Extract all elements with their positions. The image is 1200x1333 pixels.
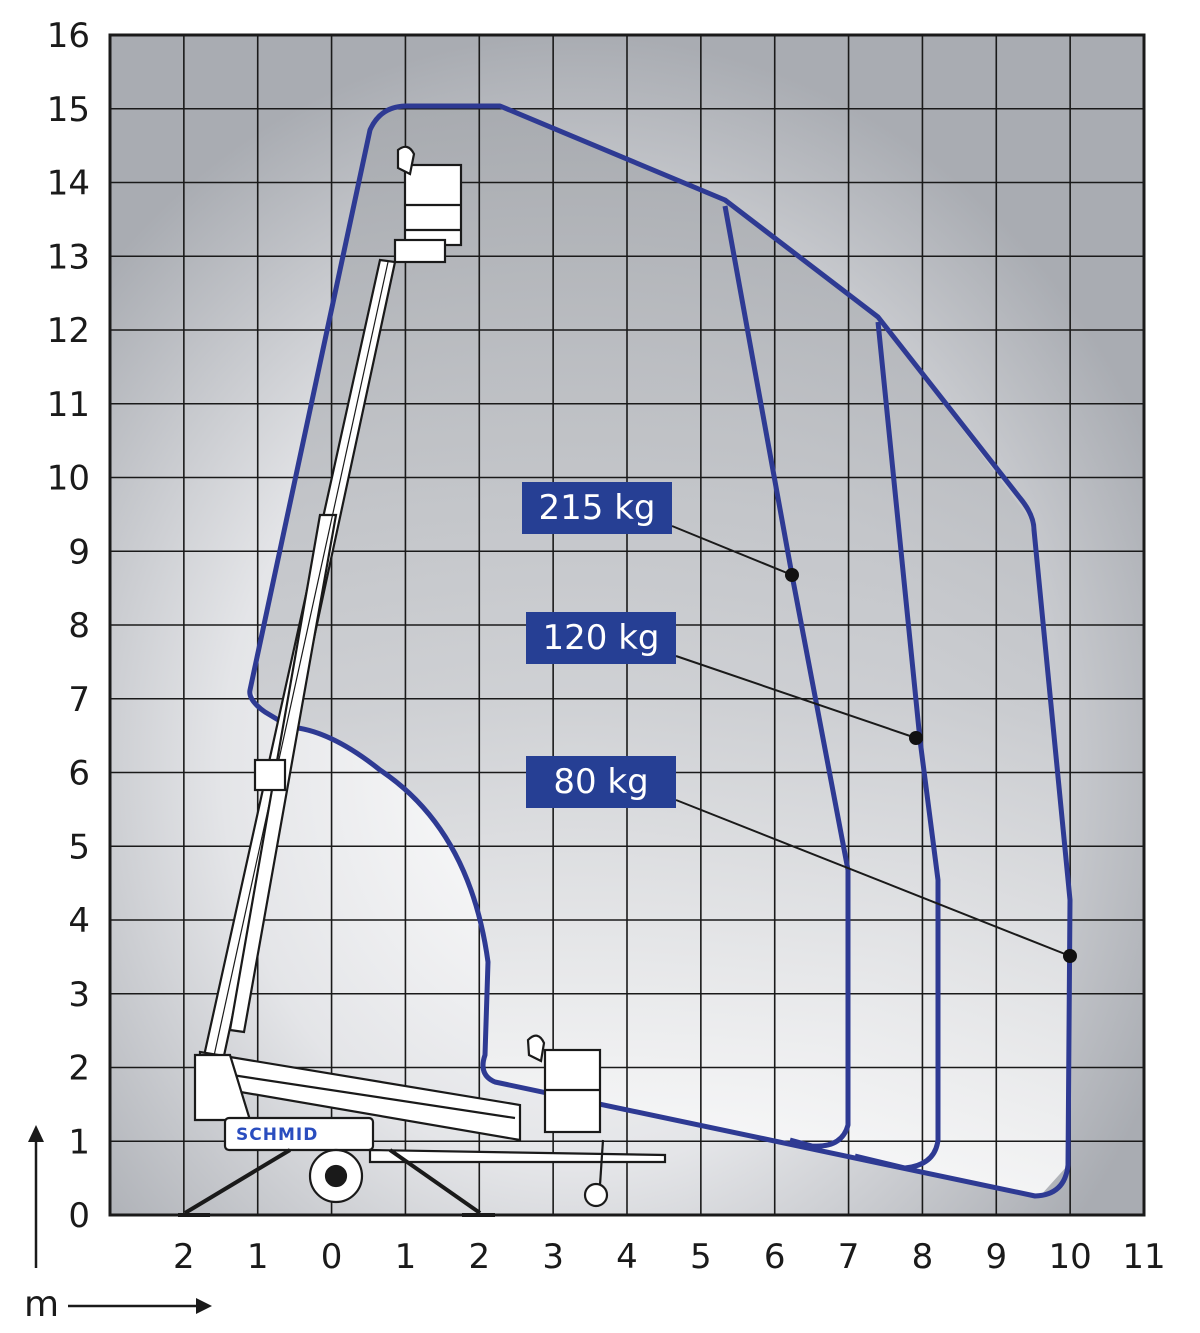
envelope-outlines xyxy=(247,103,1073,1199)
y-tick-label: 13 xyxy=(47,237,90,277)
x-tick-label: 2 xyxy=(173,1237,195,1277)
y-tick-label: 2 xyxy=(68,1049,90,1089)
y-tick-label: 15 xyxy=(47,90,90,130)
load-point xyxy=(1063,949,1077,963)
brand-label: SCHMID xyxy=(236,1125,318,1145)
envelope-120kg xyxy=(854,321,941,1171)
lower-operator xyxy=(526,1034,546,1063)
jockey-wheel xyxy=(583,1182,609,1208)
x-tick-label: 7 xyxy=(838,1237,860,1277)
y-tick-label: 11 xyxy=(47,385,90,425)
load-leaders xyxy=(671,525,1077,963)
load-label-box xyxy=(526,612,676,664)
x-axis-ticks: 2 1 0 1 2 3 4 5 6 7 8 9 10 11 xyxy=(173,1237,1166,1277)
x-tick-label: 1 xyxy=(395,1237,417,1277)
y-tick-label: 10 xyxy=(47,459,90,499)
y-tick-label: 9 xyxy=(68,532,90,572)
x-tick-label: 8 xyxy=(912,1237,934,1277)
load-leader-line xyxy=(675,799,1071,957)
x-tick-label: 6 xyxy=(764,1237,786,1277)
outrigger-right xyxy=(388,1148,482,1215)
x-tick-label: 2 xyxy=(468,1237,490,1277)
x-tick-label: 5 xyxy=(690,1237,712,1277)
load-leader-line xyxy=(675,655,917,739)
x-tick-label: 4 xyxy=(616,1237,638,1277)
load-label-text: 120 kg xyxy=(543,618,660,658)
chassis xyxy=(223,1116,375,1152)
y-tick-label: 6 xyxy=(68,754,90,794)
load-labels: 215 kg 120 kg 80 kg xyxy=(522,482,676,808)
y-tick-label: 5 xyxy=(68,827,90,867)
drawbar xyxy=(368,1148,667,1164)
x-tick-label: 3 xyxy=(542,1237,564,1277)
load-label-text: 80 kg xyxy=(553,762,648,802)
load-point xyxy=(785,568,799,582)
y-tick-label: 3 xyxy=(68,975,90,1015)
x-tick-label: 10 xyxy=(1049,1237,1092,1277)
load-label-box xyxy=(526,756,676,808)
y-tick-label: 1 xyxy=(68,1122,90,1162)
x-tick-label: 1 xyxy=(247,1237,269,1277)
upper-operator xyxy=(396,145,416,176)
load-leader-line xyxy=(671,525,793,576)
load-point xyxy=(909,731,923,745)
aerial-platform-illustration: SCHMID xyxy=(178,145,667,1217)
plot-frame xyxy=(108,33,1146,1217)
raised-boom-joint xyxy=(253,758,287,792)
y-tick-label: 0 xyxy=(68,1196,90,1236)
outrigger-left xyxy=(183,1148,292,1215)
axis-unit-label: m xyxy=(24,1284,59,1325)
y-tick-label: 4 xyxy=(68,901,90,941)
y-tick-label: 14 xyxy=(47,164,90,204)
y-tick-label: 16 xyxy=(47,16,90,56)
load-label-box xyxy=(522,482,672,534)
envelope-215kg xyxy=(722,205,851,1149)
axis-arrows xyxy=(28,1125,212,1314)
load-label-text: 215 kg xyxy=(539,488,656,528)
y-tick-label: 7 xyxy=(68,680,90,720)
x-tick-label: 9 xyxy=(985,1237,1007,1277)
y-tick-label: 12 xyxy=(47,311,90,351)
envelope-80kg xyxy=(247,103,1073,1199)
x-tick-label: 0 xyxy=(321,1237,343,1277)
x-tick-label: 11 xyxy=(1122,1237,1165,1277)
y-tick-label: 8 xyxy=(68,606,90,646)
